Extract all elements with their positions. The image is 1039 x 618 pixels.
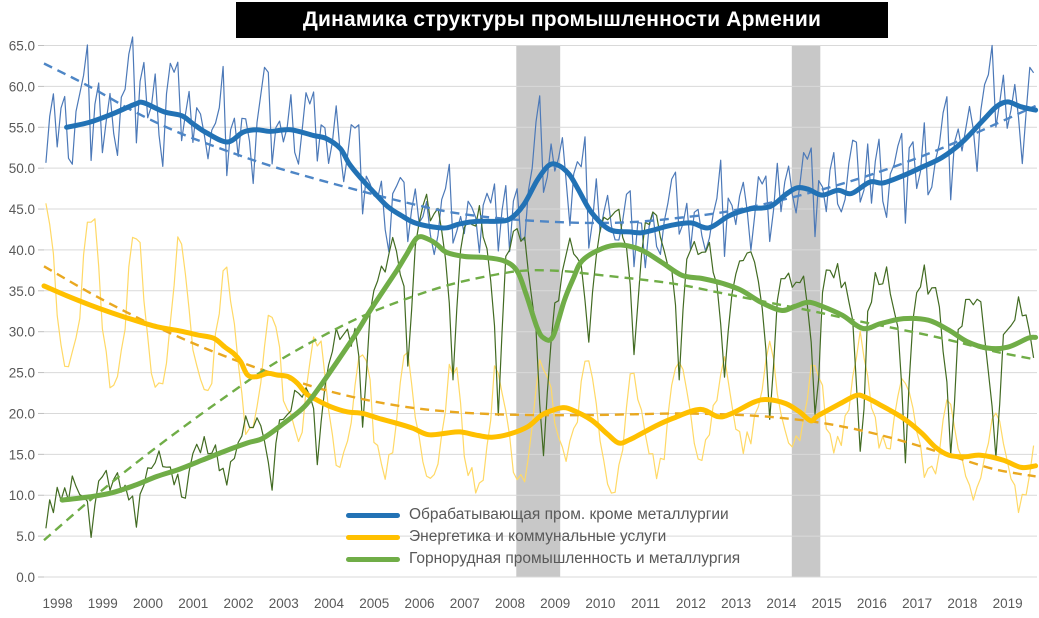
y-tick-label: 55.0 <box>9 120 35 135</box>
y-tick-label: 45.0 <box>9 202 35 217</box>
x-tick-label: 2019 <box>993 596 1023 611</box>
legend: Обрабатывающая пром. кроме металлургии Э… <box>346 504 740 570</box>
x-tick-label: 2005 <box>359 596 389 611</box>
x-tick-label: 2004 <box>314 596 345 611</box>
x-tick-label: 2017 <box>902 596 932 611</box>
x-tick-label: 1999 <box>88 596 118 611</box>
y-tick-label: 35.0 <box>9 284 35 299</box>
x-tick-label: 2001 <box>178 596 208 611</box>
series-1-raw-line <box>45 203 1035 514</box>
x-tick-label: 2007 <box>450 596 480 611</box>
y-tick-label: 25.0 <box>9 366 35 381</box>
series-0-trend-line <box>43 62 1037 225</box>
series-1-smooth-line <box>41 283 1039 471</box>
x-tick-label: 2015 <box>812 596 842 611</box>
x-tick-label: 2009 <box>540 596 570 611</box>
y-tick-label: 20.0 <box>9 406 35 421</box>
y-tick-label: 60.0 <box>9 79 35 94</box>
x-tick-label: 2018 <box>947 596 977 611</box>
legend-line-green-icon <box>346 556 400 562</box>
series-0-raw-line <box>45 36 1035 269</box>
legend-item-energy: Энергетика и коммунальные услуги <box>346 526 740 548</box>
series-2-raw-line <box>45 193 1035 539</box>
legend-item-mining: Горнорудная промышленность и металлургия <box>346 548 740 570</box>
x-tick-label: 2014 <box>766 596 797 611</box>
recession-band <box>791 45 821 577</box>
x-tick-label: 2000 <box>133 596 163 611</box>
legend-line-yellow-icon <box>346 534 400 540</box>
y-tick-label: 50.0 <box>9 161 35 176</box>
x-tick-label: 2013 <box>721 596 751 611</box>
series-2-smooth-line <box>59 234 1039 503</box>
x-tick-label: 2006 <box>404 596 434 611</box>
x-tick-label: 2010 <box>585 596 615 611</box>
x-tick-label: 2002 <box>224 596 254 611</box>
y-tick-label: 15.0 <box>9 447 35 462</box>
legend-line-blue-icon <box>346 512 400 518</box>
x-tick-label: 2008 <box>495 596 525 611</box>
series-0-smooth-line <box>64 99 1039 236</box>
chart-title: Динамика структуры промышленности Армени… <box>236 2 888 38</box>
x-tick-label: 2016 <box>857 596 887 611</box>
x-tick-label: 2011 <box>631 596 660 611</box>
y-tick-label: 65.0 <box>9 39 35 54</box>
legend-item-manufacturing: Обрабатывающая пром. кроме металлургии <box>346 504 740 526</box>
recession-band <box>516 45 561 577</box>
y-tick-label: 40.0 <box>9 243 35 258</box>
y-tick-label: 0.0 <box>16 570 35 585</box>
x-tick-label: 2003 <box>269 596 299 611</box>
legend-label-mining: Горнорудная промышленность и металлургия <box>409 550 741 567</box>
y-tick-label: 10.0 <box>9 488 35 503</box>
y-tick-label: 5.0 <box>16 529 35 544</box>
y-tick-label: 30.0 <box>9 325 35 340</box>
x-tick-label: 2012 <box>676 596 706 611</box>
legend-label-energy: Энергетика и коммунальные услуги <box>409 528 667 545</box>
legend-label-manufacturing: Обрабатывающая пром. кроме металлургии <box>409 506 729 523</box>
series-2-trend-line <box>43 268 1036 542</box>
x-tick-label: 1998 <box>43 596 73 611</box>
